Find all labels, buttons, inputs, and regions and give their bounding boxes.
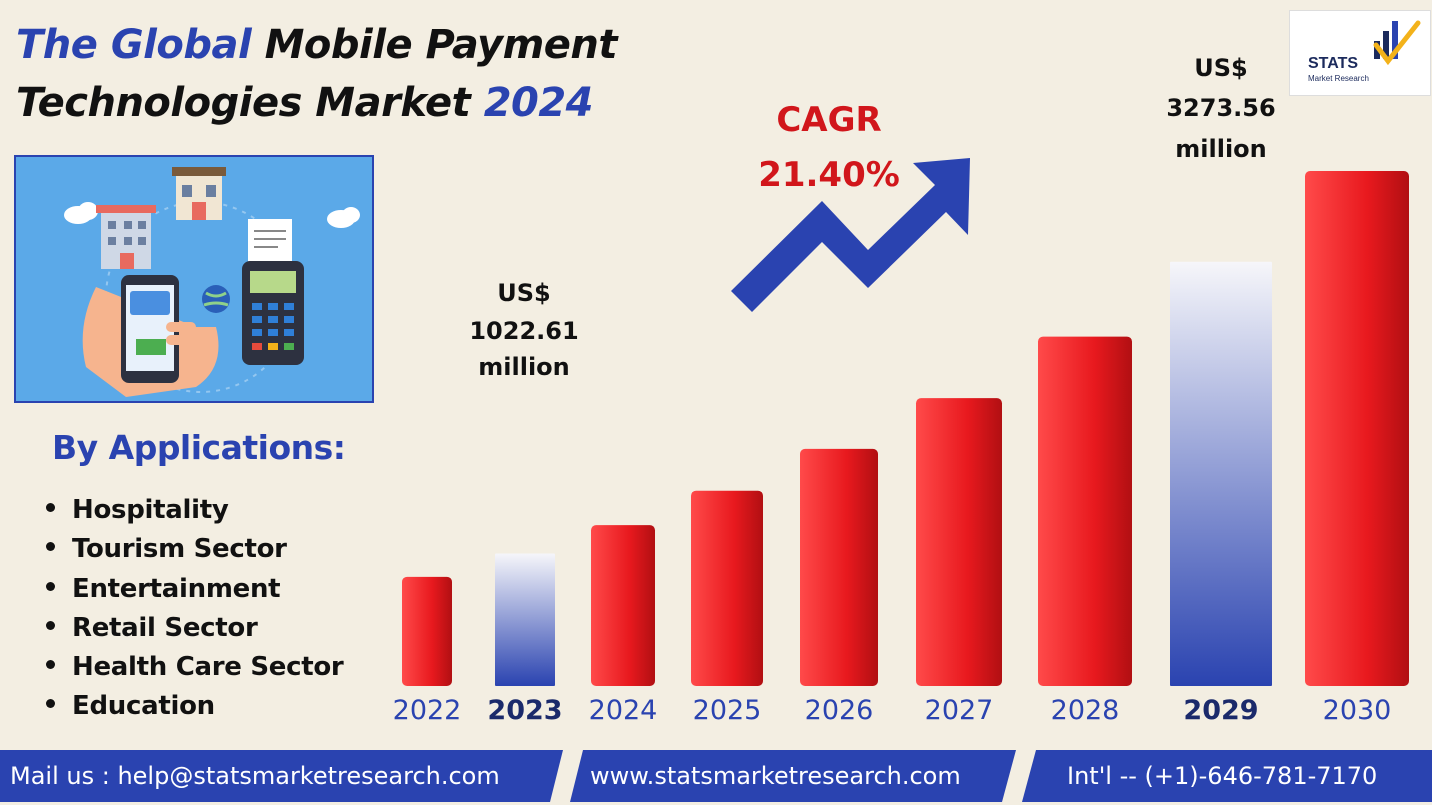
growth-arrow-icon xyxy=(731,158,970,312)
cagr-label: CAGR xyxy=(776,100,881,140)
callout-2023: US$ 1022.61 million xyxy=(469,279,578,381)
market-bar-chart: 2022 2023 2024 2025 2026 2027 2028 2029 2030 CAG… xyxy=(393,54,1409,726)
x-tick-label-2030: 2030 xyxy=(1323,695,1392,726)
x-tick-label-2024: 2024 xyxy=(589,695,658,726)
applications-list: Hospitality Tourism Sector Entertainment… xyxy=(46,491,344,727)
x-tick-label-2028: 2028 xyxy=(1051,695,1120,726)
bullet-icon xyxy=(46,503,55,512)
title-year: 2024 xyxy=(483,80,594,126)
title-part-1: The Global xyxy=(16,22,252,68)
payment-illustration xyxy=(14,155,374,403)
callout-2023-line-3: million xyxy=(478,353,570,381)
x-tick-label-2027: 2027 xyxy=(925,695,994,726)
page-title: The Global Mobile Payment Technologies M… xyxy=(16,16,618,132)
stats-logo: STATS Market Research xyxy=(1289,10,1431,96)
cagr-value: 21.40% xyxy=(758,155,900,195)
bar-2030 xyxy=(1305,171,1409,686)
list-item: Health Care Sector xyxy=(46,648,344,687)
applications-heading: By Applications: xyxy=(52,428,346,467)
list-item: Tourism Sector xyxy=(46,530,343,569)
callout-2029: US$ 3273.56 million xyxy=(1166,54,1275,163)
callout-2029-line-3: million xyxy=(1175,135,1267,163)
bar-2024 xyxy=(591,525,655,686)
bullet-icon xyxy=(46,699,55,709)
title-part-2: Mobile Payment xyxy=(251,22,618,68)
logo-name: STATS xyxy=(1308,55,1359,72)
bar-2025 xyxy=(691,490,763,686)
callout-2029-line-2: 3273.56 xyxy=(1166,94,1275,122)
x-tick-label-2029: 2029 xyxy=(1183,695,1258,726)
mobile-payment-illustration-icon xyxy=(64,167,360,397)
bar-2028 xyxy=(1038,336,1132,686)
callout-2023-line-2: 1022.61 xyxy=(469,317,578,345)
bar-2023 xyxy=(495,553,555,686)
x-tick-label-2023: 2023 xyxy=(487,695,562,726)
callout-2023-line-1: US$ xyxy=(497,279,550,307)
bars-group xyxy=(402,171,1409,686)
footer-website-link[interactable]: www.statsmarketresearch.com xyxy=(590,762,961,790)
list-item: Entertainment xyxy=(46,570,343,609)
footer-phone[interactable]: Int'l -- (+1)-646-781-7170 xyxy=(1067,762,1378,790)
bar-2027 xyxy=(916,398,1002,686)
list-item: Education xyxy=(46,687,343,726)
x-tick-label-2025: 2025 xyxy=(693,695,762,726)
x-tick-label-2022: 2022 xyxy=(393,695,462,726)
bar-2026 xyxy=(800,448,878,686)
list-item: Retail Sector xyxy=(46,609,343,648)
x-tick-label-2026: 2026 xyxy=(805,695,874,726)
logo-subtitle: Market Research xyxy=(1308,74,1369,83)
bullet-icon xyxy=(46,660,55,670)
x-axis-labels: 2022 2023 2024 2025 2026 2027 2028 2029 2030 xyxy=(393,695,1392,726)
footer-background xyxy=(0,750,1432,802)
callout-2029-line-1: US$ xyxy=(1194,54,1247,82)
footer-mail[interactable]: Mail us : help@statsmarketresearch.com xyxy=(10,762,500,790)
bullet-icon xyxy=(46,542,55,552)
logo-bars-icon xyxy=(1373,20,1421,66)
list-item: Hospitality xyxy=(46,491,343,530)
bullet-icon xyxy=(46,620,55,630)
bullet-icon xyxy=(46,581,55,591)
bar-2029 xyxy=(1170,261,1272,686)
title-part-3: Technologies Market xyxy=(16,80,484,126)
footer-bar xyxy=(0,750,1432,805)
bar-2022 xyxy=(402,576,452,686)
